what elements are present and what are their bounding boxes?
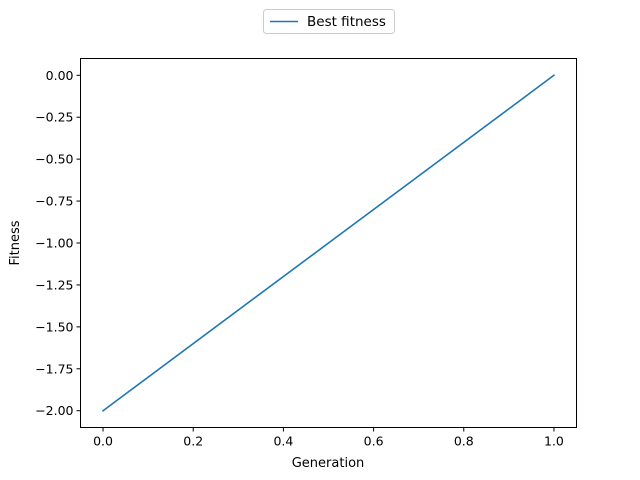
x-tick-label: 0.2 <box>183 434 203 449</box>
legend-frame <box>263 9 395 34</box>
x-tick-label: 0.8 <box>454 434 474 449</box>
x-tick-label: 0.0 <box>93 434 113 449</box>
x-tick-label: 0.4 <box>273 434 293 449</box>
y-tick-label: 0.00 <box>46 68 74 83</box>
y-tick-label: −1.25 <box>35 277 73 292</box>
x-tick-label: 0.6 <box>364 434 384 449</box>
x-tick-label: 1.0 <box>544 434 564 449</box>
y-axis-ticks: 0.00 −0.25 −0.50 −0.75 −1.00 −1.25 −1.50 −1.75 −… <box>35 68 81 418</box>
y-tick-label: −1.75 <box>35 361 73 376</box>
x-axis-label: Generation <box>292 456 365 471</box>
x-axis-ticks: 0.0 0.2 0.4 0.6 0.8 1.0 <box>93 427 564 449</box>
series-line <box>101 74 556 412</box>
legend: Best fitness <box>263 9 395 34</box>
plot-area-frame <box>80 58 577 428</box>
y-tick-label: −1.50 <box>35 319 73 334</box>
legend-label: Best fitness <box>307 14 386 30</box>
y-tick-label: −2.00 <box>35 403 73 418</box>
series-layer <box>101 74 556 412</box>
y-tick-label: −0.50 <box>35 152 73 167</box>
y-tick-label: −1.00 <box>35 236 73 251</box>
y-tick-label: −0.75 <box>35 194 73 209</box>
y-tick-label: −0.25 <box>35 110 73 125</box>
y-axis-label: Fitness <box>8 220 23 265</box>
